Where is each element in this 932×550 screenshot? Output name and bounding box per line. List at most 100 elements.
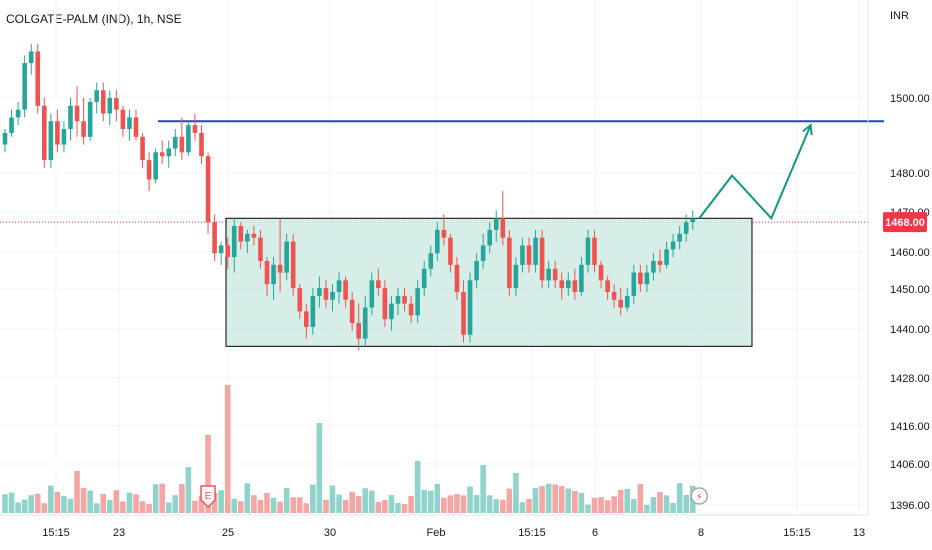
candle — [290, 233, 296, 296]
candle — [454, 257, 460, 300]
candle — [474, 253, 479, 289]
volume-bar — [34, 493, 41, 513]
candle — [107, 90, 113, 126]
volume-bar — [277, 501, 283, 513]
candle — [487, 222, 492, 254]
candle — [87, 98, 93, 141]
volume-bar — [657, 492, 663, 513]
candle — [435, 222, 440, 261]
volume-bar — [611, 496, 617, 513]
time-tick-label: 15:15 — [783, 527, 811, 539]
volume-bar — [120, 501, 126, 513]
candle — [258, 229, 263, 269]
volume-bar — [513, 473, 519, 513]
volume-bar — [676, 483, 683, 513]
volume-bar — [493, 499, 500, 513]
candle — [231, 218, 237, 273]
candle — [179, 117, 185, 161]
volume-bar — [205, 435, 211, 513]
candle — [389, 295, 394, 331]
candle — [533, 229, 538, 273]
candle — [566, 272, 571, 296]
candle — [284, 233, 289, 281]
candle — [493, 210, 499, 242]
volume-bar — [624, 488, 631, 513]
volume-bar — [454, 494, 460, 513]
time-tick-label: 6 — [592, 527, 598, 539]
volume-bar — [388, 495, 395, 513]
price-axis[interactable]: 1500.001480.001470.001460.001450.001440.… — [890, 93, 930, 512]
volume-bar — [2, 494, 8, 513]
volume-bar — [552, 484, 558, 513]
candle — [382, 280, 388, 327]
current-price-label: 1468.00 — [885, 217, 925, 229]
volume-bar — [526, 499, 532, 513]
candle — [323, 280, 329, 308]
volume-bar — [165, 502, 172, 513]
candle — [559, 272, 565, 300]
volume-bar — [264, 492, 270, 513]
volume-bar — [152, 484, 159, 513]
volume-bar — [631, 499, 637, 513]
volume-bar — [349, 491, 355, 513]
time-tick-label: 23 — [113, 527, 125, 539]
candle — [376, 268, 381, 296]
volume-bar — [231, 498, 238, 513]
volume-bar — [441, 497, 447, 513]
candle — [238, 222, 244, 250]
candle — [611, 284, 617, 308]
candle — [35, 43, 41, 114]
candle — [9, 109, 14, 137]
candle — [94, 82, 99, 114]
volume-bar — [113, 490, 120, 513]
time-axis[interactable]: 15:15 23 25 30 Feb 15:15 6 8 15:15 13 — [42, 527, 865, 539]
volume-bar — [539, 486, 545, 513]
volume-bar — [192, 500, 198, 513]
candle — [461, 280, 466, 343]
candle — [356, 303, 361, 351]
volume-bar — [473, 495, 480, 513]
volume-bar — [519, 502, 526, 513]
time-tick-label: 13 — [853, 527, 865, 539]
candle — [205, 152, 211, 234]
candle — [441, 214, 447, 246]
event-markers[interactable]: E ⚡ — [200, 485, 709, 509]
candle — [297, 284, 303, 320]
volume-bar — [251, 495, 257, 513]
candle — [81, 98, 86, 145]
volume-bar — [139, 501, 146, 513]
volume-bar — [80, 487, 87, 513]
volume-bar — [558, 486, 565, 513]
candle — [120, 105, 126, 137]
earnings-marker[interactable]: E — [200, 485, 216, 509]
volume-bar — [323, 499, 329, 513]
price-tick-label: 1406.00 — [890, 459, 930, 471]
time-tick-label: Feb — [427, 527, 446, 539]
candle — [579, 257, 584, 296]
candle — [605, 276, 610, 300]
candle — [500, 191, 506, 246]
candle — [539, 229, 545, 289]
volume-bar — [172, 495, 179, 513]
candle — [74, 86, 80, 137]
candle — [624, 288, 630, 312]
volume-bar — [270, 497, 277, 513]
price-tick-label: 1480.00 — [890, 168, 930, 180]
current-price-tag: 1468.00 — [883, 212, 927, 233]
volume-bar — [355, 496, 362, 513]
svg-text:⚡: ⚡ — [696, 492, 703, 503]
volume-bar — [211, 492, 218, 513]
candle — [421, 260, 427, 296]
volume-bar — [93, 503, 100, 513]
candle — [153, 148, 158, 184]
volume-bar — [644, 504, 650, 513]
volume-bar — [87, 490, 93, 513]
projection-path[interactable] — [698, 124, 812, 221]
event-marker[interactable]: ⚡ — [690, 487, 709, 505]
candle — [2, 129, 8, 153]
candle — [166, 140, 172, 168]
candle — [264, 257, 270, 296]
candle — [225, 237, 230, 269]
volume-bar — [296, 497, 303, 513]
